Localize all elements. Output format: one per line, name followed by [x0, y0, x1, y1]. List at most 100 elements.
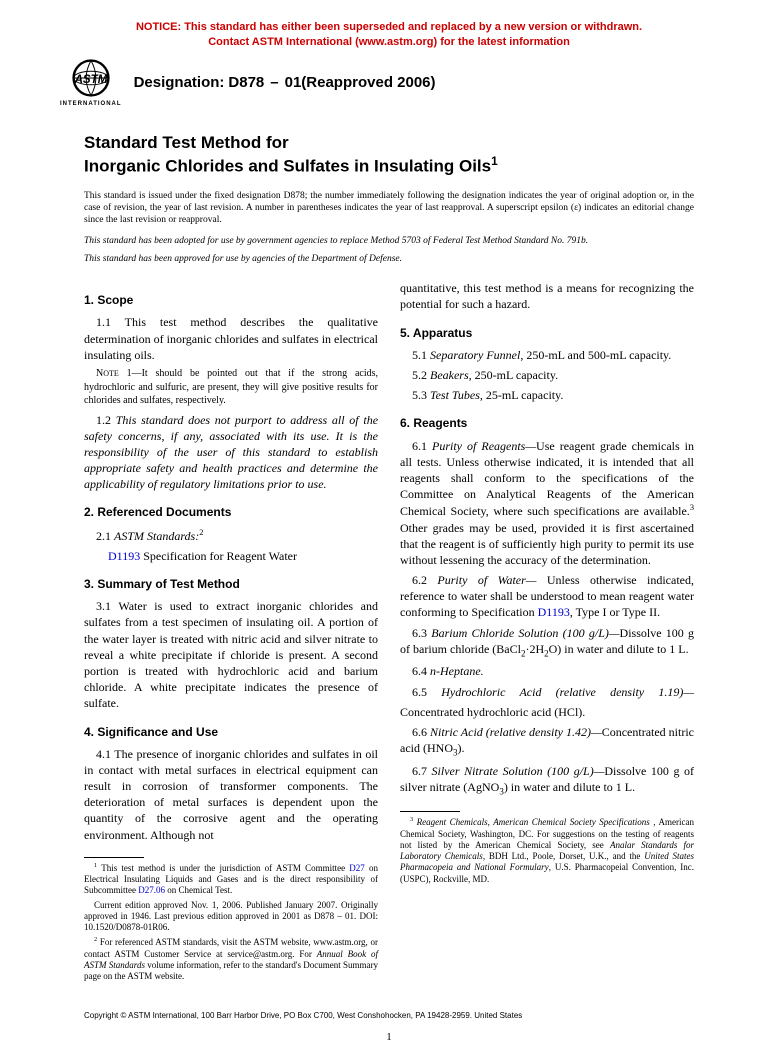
section-2-p1: 2.1 ASTM Standards:2	[84, 527, 378, 544]
designation-code: D878	[228, 73, 264, 93]
section-4-cont: quantitative, this test method is a mean…	[400, 280, 694, 312]
title-block: Standard Test Method for Inorganic Chlor…	[84, 132, 694, 178]
s6-p6: 6.6 Nitric Acid (relative density 1.42)—…	[400, 724, 694, 759]
section-5-head: 5. Apparatus	[400, 325, 694, 341]
s6p3-pre: 6.3	[412, 626, 431, 640]
s6p7-pre: 6.7	[412, 764, 432, 778]
s5-p1: 5.1 Separatory Funnel, 250-mL and 500-mL…	[400, 347, 694, 363]
section-4-p1: 4.1 The presence of inorganic chlorides …	[84, 746, 378, 843]
s6p5-it: Hydrochloric Acid (relative density 1.19…	[441, 685, 694, 699]
fn1-link2[interactable]: D27.06	[138, 885, 165, 895]
logo-label: INTERNATIONAL	[60, 100, 122, 108]
s2-italic: ASTM Standards:	[114, 529, 199, 543]
s6-p5: 6.5 Hydrochloric Acid (relative density …	[400, 684, 694, 700]
s5p1-pre: 5.1	[412, 348, 430, 362]
footnote-2: 2 For referenced ASTM standards, visit t…	[84, 936, 378, 982]
section-2-head: 2. Referenced Documents	[84, 504, 378, 520]
s6-p4: 6.4 n-Heptane.	[400, 663, 694, 679]
section-1-p1: 1.1 This test method describes the quali…	[84, 314, 378, 363]
s1p2-text: This standard does not purport to addres…	[84, 413, 378, 492]
issuance-note: This standard is issued under the fixed …	[84, 190, 694, 227]
s6p1-pre: 6.1	[412, 439, 432, 453]
section-1-note: NOTE 1—It should be pointed out that if …	[84, 367, 378, 408]
s6p6-b2: ).	[457, 741, 464, 755]
footnote-rule-right	[400, 811, 460, 812]
footnote-1: 1 This test method is under the jurisdic…	[84, 862, 378, 897]
s2-sup: 2	[199, 528, 203, 537]
fn3b: , BDH Ltd., Poole, Dorset, U.K., and the	[483, 851, 644, 861]
section-3-head: 3. Summary of Test Method	[84, 576, 378, 592]
s6p3-b3: O) in water and dilute to 1 L.	[549, 642, 689, 656]
adoption-note-2: This standard has been approved for use …	[84, 253, 694, 266]
page: NOTICE: This standard has either been su…	[0, 0, 778, 1055]
copyright-line: Copyright © ASTM International, 100 Barr…	[84, 1011, 694, 1022]
s6p4-it: n-Heptane.	[430, 664, 484, 678]
astm-logo-icon: ASTM	[62, 58, 120, 98]
s6p6-it: Nitric Acid (relative density 1.42)—	[430, 725, 602, 739]
two-column-body: 1. Scope 1.1 This test method describes …	[84, 280, 694, 985]
s6-p3: 6.3 Barium Chloride Solution (100 g/L)—D…	[400, 625, 694, 660]
notice-line2: Contact ASTM International (www.astm.org…	[208, 36, 570, 48]
left-column: 1. Scope 1.1 This test method describes …	[84, 280, 378, 985]
fn3-it1: Reagent Chemicals, American Chemical Soc…	[413, 817, 653, 827]
fn1c: on Chemical Test.	[165, 885, 232, 895]
svg-text:ASTM: ASTM	[73, 73, 107, 86]
s6-p1: 6.1 Purity of Reagents—Use reagent grade…	[400, 438, 694, 569]
s6p1-post: Other grades may be used, provided it is…	[400, 521, 694, 567]
designation: Designation: D878–01(Reapproved 2006)	[134, 73, 436, 93]
s6-p2: 6.2 Purity of Water— Unless otherwise in…	[400, 572, 694, 621]
s5p1-it: Separatory Funnel	[430, 348, 520, 362]
page-number: 1	[84, 1030, 694, 1045]
section-6-head: 6. Reagents	[400, 415, 694, 431]
s6p6-pre: 6.6	[412, 725, 430, 739]
s5p1-post: , 250-mL and 500-mL capacity.	[520, 348, 671, 362]
designation-dash: –	[270, 73, 278, 93]
header-row: ASTM INTERNATIONAL Designation: D878–01(…	[60, 58, 718, 108]
right-column: quantitative, this test method is a mean…	[400, 280, 694, 985]
s6p1-it: Purity of Reagents—	[432, 439, 536, 453]
section-1-head: 1. Scope	[84, 292, 378, 308]
s6p1-sup: 3	[690, 503, 694, 512]
s6p2-pre: 6.2	[412, 573, 437, 587]
s5p2-post: , 250-mL capacity.	[469, 368, 558, 382]
designation-year: 01(Reapproved 2006)	[285, 73, 436, 93]
content: Standard Test Method for Inorganic Chlor…	[60, 132, 718, 1045]
d1193-link[interactable]: D1193	[108, 549, 140, 563]
footnote-3: 3 Reagent Chemicals, American Chemical S…	[400, 816, 694, 885]
adoption-note-1: This standard has been adopted for use b…	[84, 235, 694, 248]
s6p3-it: Barium Chloride Solution (100 g/L)—	[431, 626, 619, 640]
s5p3-it: Test Tubes	[430, 388, 480, 402]
notice-banner: NOTICE: This standard has either been su…	[60, 20, 718, 50]
s6p7-b2: ) in water and dilute to 1 L.	[504, 780, 635, 794]
s6p3-b2: ·2H	[525, 642, 544, 656]
notice-line1: NOTICE: This standard has either been su…	[136, 21, 642, 33]
section-2-link: D1193 Specification for Reagent Water	[84, 548, 378, 564]
section-4-head: 4. Significance and Use	[84, 724, 378, 740]
s6p5-pre: 6.5	[412, 685, 441, 699]
title-line2: Inorganic Chlorides and Sulfates in Insu…	[84, 157, 491, 176]
title-line1: Standard Test Method for	[84, 133, 289, 152]
s5-p3: 5.3 Test Tubes, 25-mL capacity.	[400, 387, 694, 403]
s6-p7: 6.7 Silver Nitrate Solution (100 g/L)—Di…	[400, 763, 694, 798]
s5-p2: 5.2 Beakers, 250-mL capacity.	[400, 367, 694, 383]
s6p2-link[interactable]: D1193	[538, 605, 570, 619]
s6p2-post: , Type I or Type II.	[570, 605, 660, 619]
title-sup: 1	[491, 154, 498, 168]
s5p2-it: Beakers	[430, 368, 469, 382]
s5p3-post: , 25-mL capacity.	[480, 388, 563, 402]
astm-logo: ASTM INTERNATIONAL	[60, 58, 122, 108]
s5p2-pre: 5.2	[412, 368, 430, 382]
s2-pre: 2.1	[96, 529, 114, 543]
fn1a: This test method is under the jurisdicti…	[97, 863, 349, 873]
footnote-rule-left	[84, 857, 144, 858]
designation-prefix: Designation:	[134, 73, 225, 93]
s6p2-it: Purity of Water—	[437, 573, 536, 587]
fn1-link1[interactable]: D27	[349, 863, 365, 873]
section-3-p1: 3.1 Water is used to extract inorganic c…	[84, 598, 378, 711]
section-1-p2: 1.2 This standard does not purport to ad…	[84, 412, 378, 493]
note-lead: NOTE 1—	[96, 368, 142, 379]
s6-p5b: Concentrated hydrochloric acid (HCl).	[400, 704, 694, 720]
s6p4-pre: 6.4	[412, 664, 430, 678]
footnote-1d: Current edition approved Nov. 1, 2006. P…	[84, 900, 378, 934]
s6p7-it: Silver Nitrate Solution (100 g/L)—	[432, 764, 605, 778]
